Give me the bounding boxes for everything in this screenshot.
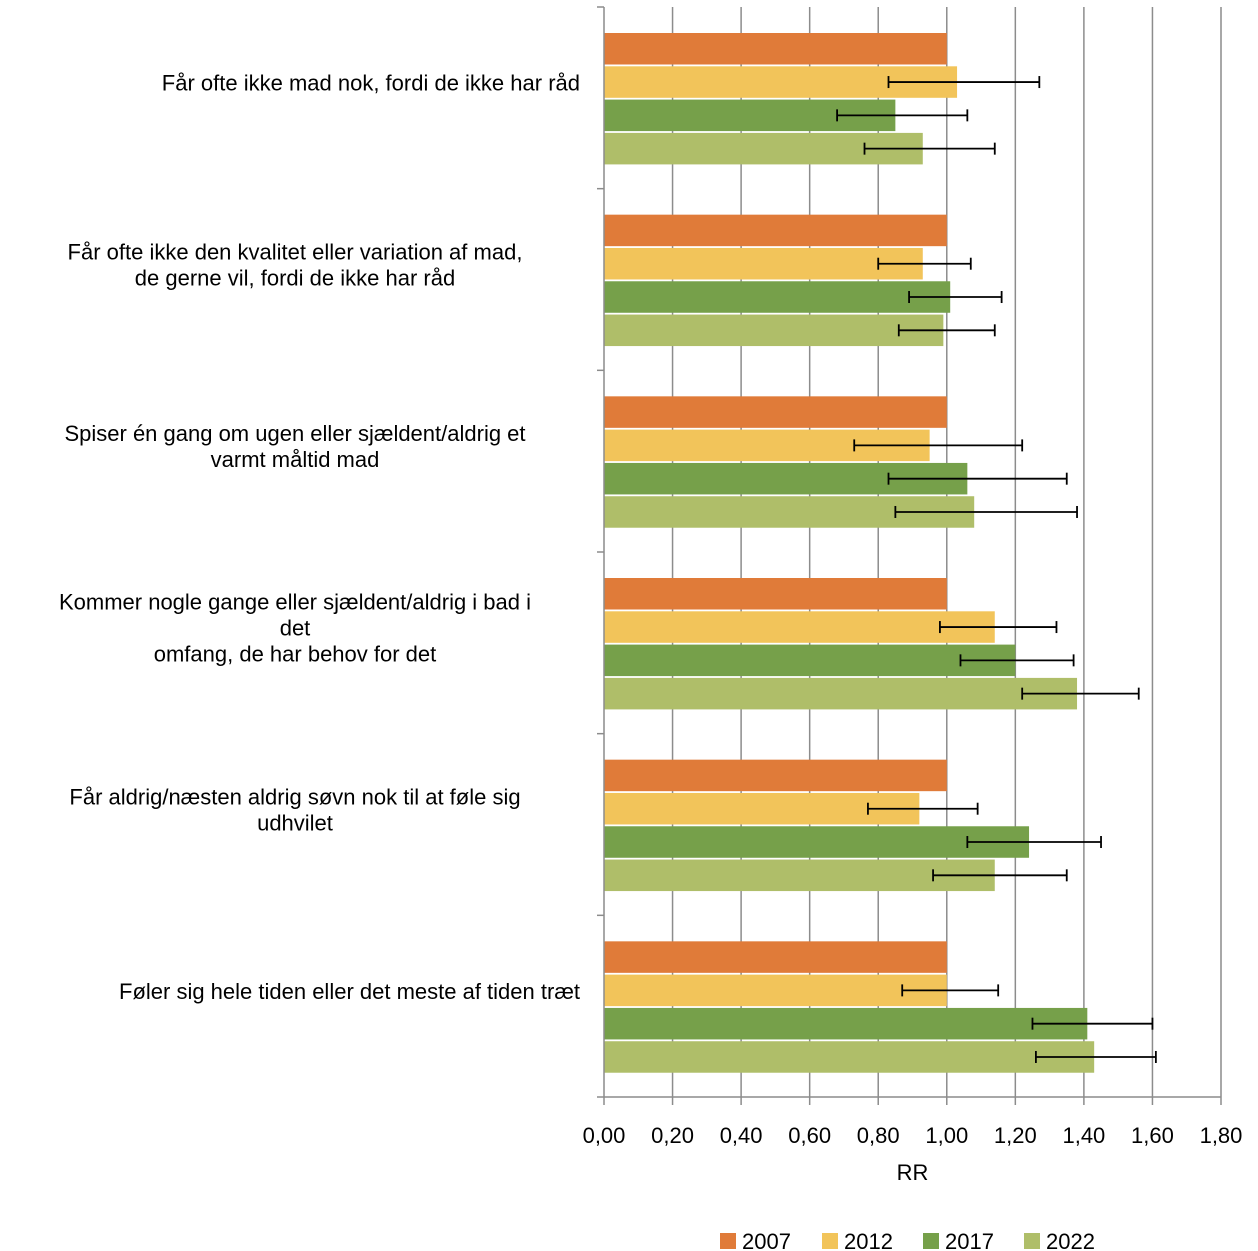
x-tick-label: 0,00	[583, 1123, 626, 1148]
category-label-line: Får ofte ikke den kvalitet eller variati…	[68, 239, 523, 264]
x-tick-label: 0,60	[788, 1123, 831, 1148]
x-tick-label: 0,20	[651, 1123, 694, 1148]
category-label: Føler sig hele tiden eller det meste af …	[119, 979, 580, 1004]
bar-2022	[604, 859, 995, 892]
legend-swatch-2017	[923, 1233, 939, 1249]
legend-label-2017: 2017	[945, 1229, 994, 1251]
category-label-line: Føler sig hele tiden eller det meste af …	[119, 979, 580, 1004]
category-label: Får ofte ikke den kvalitet eller variati…	[68, 239, 523, 290]
legend-label-2022: 2022	[1046, 1229, 1095, 1251]
bar-2007	[604, 396, 947, 428]
x-tick-label: 1,80	[1200, 1123, 1243, 1148]
x-tick-label: 0,80	[857, 1123, 900, 1148]
bar-2017	[604, 281, 951, 313]
bar-2007	[604, 578, 947, 610]
category-label-line: varmt måltid mad	[211, 447, 380, 472]
category-label-line: omfang, de har behov for det	[154, 642, 437, 667]
x-axis-title: RR	[897, 1160, 929, 1185]
category-label: Spiser én gang om ugen eller sjældent/al…	[64, 421, 525, 472]
bar-2022	[604, 314, 944, 347]
legend-swatch-2022	[1024, 1233, 1040, 1249]
bar-2007	[604, 941, 947, 973]
bar-2017	[604, 1007, 1088, 1040]
legend-label-2012: 2012	[844, 1229, 893, 1251]
bar-2012	[604, 611, 995, 643]
category-labels: Får ofte ikke mad nok, fordi de ikke har…	[59, 71, 580, 1004]
legend-label-2007: 2007	[742, 1229, 791, 1251]
x-tick-labels: 0,00 0,20 0,40 0,60 0,80 1,00 1,20 1,40 1,60 1,80	[583, 1123, 1243, 1148]
x-tick-label: 1,20	[994, 1123, 1037, 1148]
category-label-line: udhvilet	[257, 810, 333, 835]
category-label-line: det	[280, 616, 311, 641]
bar-2012	[604, 974, 947, 1007]
x-tick-label: 1,00	[925, 1123, 968, 1148]
category-label: Får ofte ikke mad nok, fordi de ikke har…	[162, 71, 580, 96]
bar-2012	[604, 792, 920, 825]
category-label: Får aldrig/næsten aldrig søvn nok til at…	[69, 784, 520, 835]
category-label-line: Får aldrig/næsten aldrig søvn nok til at…	[69, 784, 520, 809]
bar-2012	[604, 247, 923, 280]
bar-2007	[604, 33, 947, 65]
x-tick-label: 0,40	[720, 1123, 763, 1148]
gridlines	[671, 7, 1222, 1097]
category-label-line: de gerne vil, fordi de ikke har råd	[135, 265, 455, 290]
error-bars	[836, 76, 1157, 1063]
legend-swatch-2012	[822, 1233, 838, 1249]
category-label-line: Får ofte ikke mad nok, fordi de ikke har…	[162, 71, 580, 96]
legend-swatch-2007	[720, 1233, 736, 1249]
x-tick-label: 1,40	[1062, 1123, 1105, 1148]
category-label-line: Spiser én gang om ugen eller sjældent/al…	[64, 421, 525, 446]
bar-2022	[604, 1041, 1095, 1073]
bar-2017	[604, 644, 1016, 677]
legend: 2007 2012 2017 2022	[720, 1229, 1095, 1251]
bars	[604, 33, 1095, 1073]
category-label: Kommer nogle gange eller sjældent/aldrig…	[59, 590, 531, 667]
bar-2007	[604, 759, 947, 792]
bar-2007	[604, 214, 947, 247]
x-tick-label: 1,60	[1131, 1123, 1174, 1148]
axes	[597, 6, 1222, 1105]
bar-2022	[604, 677, 1078, 710]
category-label-line: Kommer nogle gange eller sjældent/aldrig…	[59, 590, 531, 615]
bar-2017	[604, 826, 1030, 858]
